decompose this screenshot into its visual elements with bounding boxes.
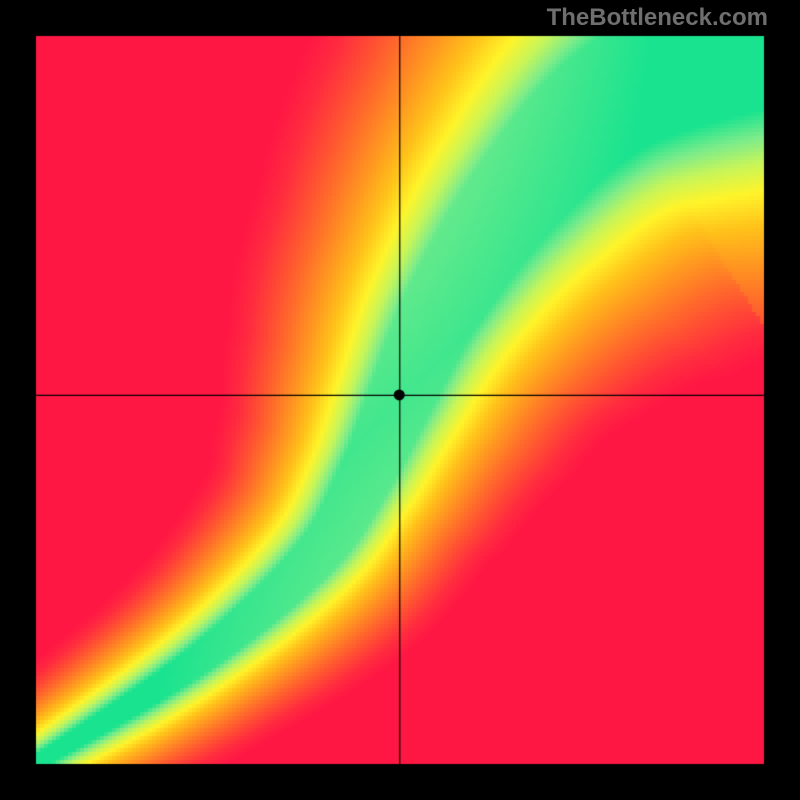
chart-container: TheBottleneck.com bbox=[0, 0, 800, 800]
bottleneck-heatmap bbox=[0, 0, 800, 800]
